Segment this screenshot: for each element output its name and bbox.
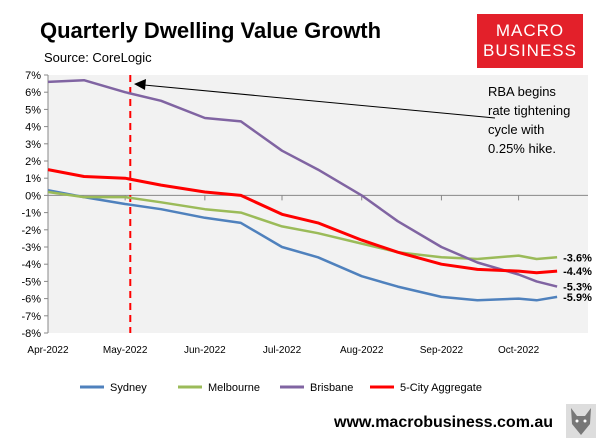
y-tick-label: 5% xyxy=(25,104,41,116)
annotation-text: RBA begins xyxy=(488,84,556,99)
x-tick-label: Jun-2022 xyxy=(184,345,226,356)
series-line-5-city-aggregate xyxy=(47,168,558,275)
y-tick-label: -3% xyxy=(21,242,41,254)
y-tick-label: -2% xyxy=(21,225,41,237)
end-value-label: -5.9% xyxy=(563,292,592,304)
wolf-logo-icon xyxy=(566,404,596,438)
legend-label: Sydney xyxy=(110,382,147,394)
x-tick-label: May-2022 xyxy=(103,345,148,356)
series-line-melbourne xyxy=(47,190,558,261)
annotation-text: cycle with xyxy=(488,122,544,137)
x-tick-label: Oct-2022 xyxy=(498,345,540,356)
arrowhead-icon xyxy=(134,79,146,90)
y-tick-label: -4% xyxy=(21,259,41,271)
y-tick-label: -8% xyxy=(21,328,41,340)
y-tick-label: -7% xyxy=(21,311,41,323)
y-tick-label: 4% xyxy=(25,122,41,134)
annotation-text: rate tightening xyxy=(488,103,570,118)
y-tick-label: 0% xyxy=(25,190,41,202)
legend-label: 5-City Aggregate xyxy=(400,382,482,394)
chart-source: Source: CoreLogic xyxy=(44,50,152,65)
y-tick-label: -5% xyxy=(21,276,41,288)
end-value-label: -3.6% xyxy=(563,252,592,264)
y-tick-label: -1% xyxy=(21,208,41,220)
y-tick-label: 2% xyxy=(25,156,41,168)
y-tick-label: 7% xyxy=(25,70,41,82)
legend-label: Brisbane xyxy=(310,382,353,394)
annotation-text: 0.25% hike. xyxy=(488,141,556,156)
y-tick-label: 3% xyxy=(25,139,41,151)
x-tick-label: Apr-2022 xyxy=(27,345,69,356)
x-tick-label: Aug-2022 xyxy=(340,345,384,356)
website-url: www.macrobusiness.com.au xyxy=(334,414,554,431)
y-tick-label: 6% xyxy=(25,87,41,99)
x-tick-label: Jul-2022 xyxy=(263,345,302,356)
chart-title: Quarterly Dwelling Value Growth xyxy=(40,18,382,43)
end-value-label: -5.3% xyxy=(563,282,592,294)
plot-area xyxy=(48,75,588,333)
series-line-sydney xyxy=(47,188,558,302)
x-tick-label: Sep-2022 xyxy=(420,345,464,356)
macrobusiness-logo: MACRO BUSINESS xyxy=(477,14,583,68)
y-tick-label: 1% xyxy=(25,173,41,185)
end-value-label: -4.4% xyxy=(563,266,592,278)
y-tick-label: -6% xyxy=(21,294,41,306)
legend-label: Melbourne xyxy=(208,382,260,394)
annotation-arrow-line xyxy=(143,84,496,119)
